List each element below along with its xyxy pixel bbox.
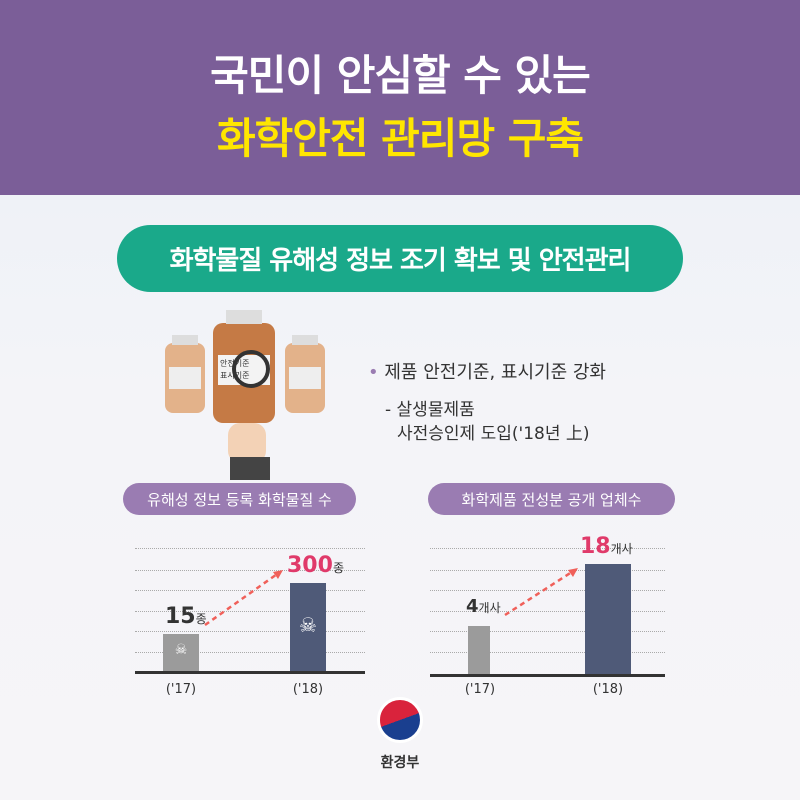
skull-icon: ☠ xyxy=(174,642,188,658)
bullet-sub-line2: 사전승인제 도입('18년 上) xyxy=(397,424,590,444)
bullet-sub: - 살생물제품 사전승인제 도입('18년 上) xyxy=(385,398,590,446)
header-banner: 국민이 안심할 수 있는 화학안전 관리망 구축 xyxy=(0,0,800,195)
chart1: ☠ ☠ 15종 300종 ('17) ('18) xyxy=(135,540,367,697)
unit-label: 종 xyxy=(195,612,207,626)
chart2-baseline xyxy=(430,674,665,677)
x-tick: ('17) xyxy=(464,682,496,697)
chart1-bar-2017: ☠ xyxy=(163,634,199,671)
unit-label: 개사 xyxy=(610,542,633,556)
chart1-label-2018: 300종 xyxy=(287,553,367,578)
x-tick: ('17) xyxy=(165,682,197,697)
ministry-name: 환경부 xyxy=(380,755,420,771)
trend-arrow xyxy=(504,568,578,617)
value-label: 300 xyxy=(287,553,333,578)
bullet-main-text: 제품 안전기준, 표시기준 강화 xyxy=(384,362,606,383)
chart1-baseline xyxy=(135,671,365,674)
value-label: 4 xyxy=(466,596,479,617)
unit-label: 개사 xyxy=(478,601,501,615)
chart2-label-2017: 4개사 xyxy=(466,596,526,617)
chart2-bar-2017 xyxy=(468,626,490,674)
chart1-bar-2018: ☠ xyxy=(290,583,326,671)
value-label: 18 xyxy=(580,534,611,559)
ministry-logo xyxy=(377,697,423,743)
chart2-title: 화학제품 전성분 공개 업체수 xyxy=(428,483,675,515)
chart2: 4개사 18개사 ('17) ('18) xyxy=(430,534,665,697)
bottles-illustration: 안전기준 표시기준 xyxy=(160,305,330,480)
value-label: 15 xyxy=(165,604,196,629)
chart1-title: 유해성 정보 등록 화학물질 수 xyxy=(123,483,356,515)
title-line2: 화학안전 관리망 구축 xyxy=(216,114,584,163)
chart2-bar-2018 xyxy=(585,564,631,674)
trend-arrow xyxy=(204,570,283,627)
skull-icon: ☠ xyxy=(299,613,317,637)
bullet-sub-line1: - 살생물제품 xyxy=(385,400,475,420)
x-tick: ('18) xyxy=(292,682,324,697)
unit-label: 종 xyxy=(332,561,344,575)
section-title: 화학물질 유해성 정보 조기 확보 및 안전관리 xyxy=(117,225,683,292)
bullet-main: • 제품 안전기준, 표시기준 강화 xyxy=(368,362,606,383)
title-line1: 국민이 안심할 수 있는 xyxy=(210,51,591,100)
magnifier-icon xyxy=(232,350,270,388)
chart2-label-2018: 18개사 xyxy=(580,534,660,559)
chart1-label-2017: 15종 xyxy=(165,604,225,629)
x-tick: ('18) xyxy=(592,682,624,697)
